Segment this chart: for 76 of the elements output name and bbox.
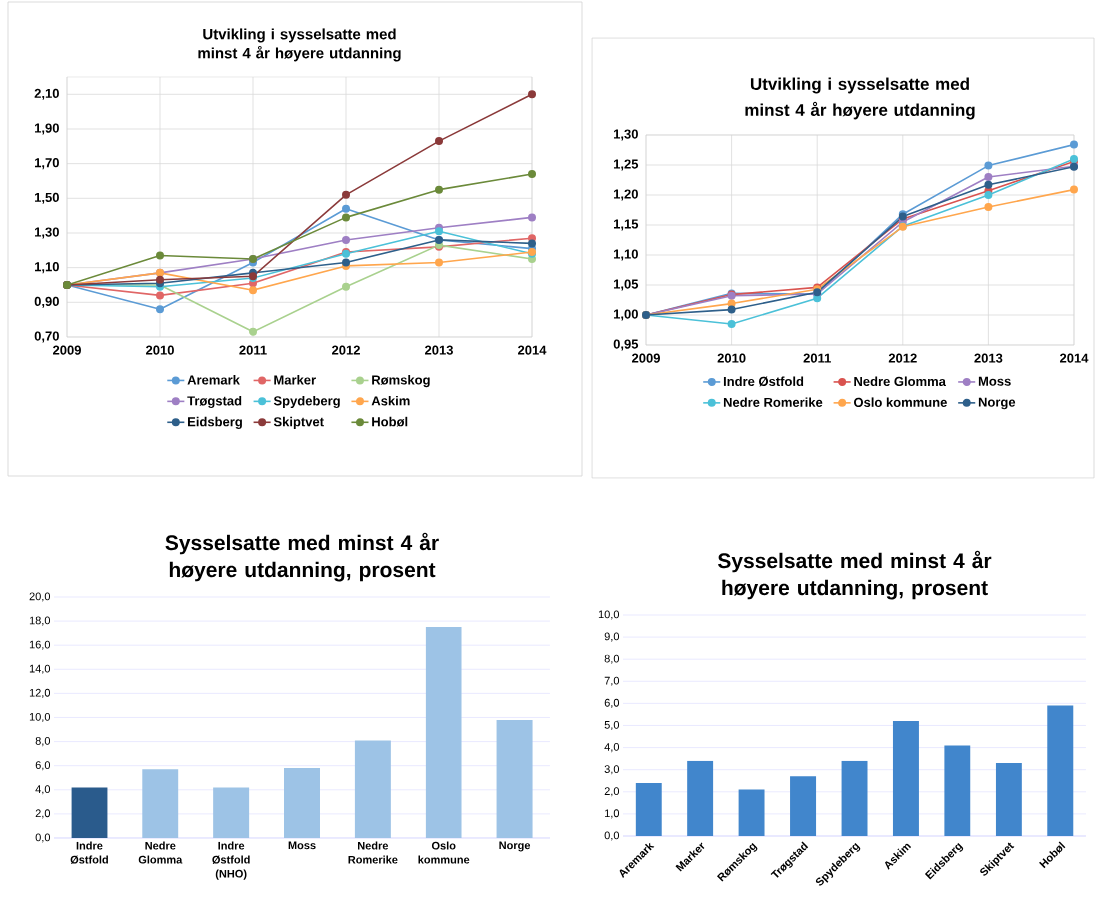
y-tick-label: 1,20 bbox=[613, 189, 638, 201]
legend-label: Skiptvet bbox=[273, 416, 324, 429]
x-tick-label: 2012 bbox=[332, 345, 360, 355]
y-tick-label: 14,0 bbox=[29, 664, 51, 674]
legend-label: Oslo kommune bbox=[853, 397, 947, 407]
y-tick-label: 1,05 bbox=[613, 279, 639, 291]
y-tick-label: 6,0 bbox=[35, 761, 51, 771]
x-tick-label: Moss bbox=[288, 841, 316, 850]
y-tick-label: 10,0 bbox=[598, 610, 620, 620]
y-tick-label: 4,0 bbox=[604, 743, 620, 753]
legend-label: Norge bbox=[978, 397, 1016, 410]
x-tick-label: 2011 bbox=[803, 353, 831, 363]
y-tick-label: 1,0 bbox=[605, 809, 620, 819]
y-tick-label: 0,90 bbox=[34, 296, 59, 308]
y-tick-label: 6,0 bbox=[604, 698, 620, 708]
y-tick-label: 0,0 bbox=[35, 833, 51, 843]
legend-label: Moss bbox=[978, 376, 1011, 386]
legend-label: Aremark bbox=[187, 374, 240, 385]
y-tick-label: 1,15 bbox=[613, 219, 639, 231]
chart-title: Utvikling i sysselsatte med minst 4 år høyere utdanning bbox=[745, 77, 975, 120]
y-tick-label: 1,10 bbox=[34, 262, 59, 274]
y-tick-label: 8,0 bbox=[604, 654, 620, 664]
legend-label: Rømskog bbox=[372, 374, 430, 388]
x-tick-label: Norge bbox=[499, 841, 531, 852]
x-tick-label: 2014 bbox=[1059, 353, 1089, 363]
chart-title: Sysselsatte med minst 4 år høyere utdanning, prosent bbox=[165, 532, 439, 582]
legend-label: Eidsberg bbox=[188, 416, 242, 430]
y-tick-label: 1,50 bbox=[34, 192, 59, 204]
x-tick-label: 2009 bbox=[53, 345, 81, 355]
legend-label: Hobøl bbox=[372, 416, 408, 427]
y-tick-label: 1,25 bbox=[613, 159, 639, 171]
y-tick-label: 1,10 bbox=[613, 249, 638, 261]
y-tick-label: 0,95 bbox=[613, 339, 639, 351]
x-tick-label: Indre Østfold (NHO) bbox=[212, 841, 250, 880]
y-tick-label: 16,0 bbox=[29, 640, 51, 650]
y-tick-label: 7,0 bbox=[604, 676, 620, 686]
y-tick-label: 4,0 bbox=[35, 785, 51, 795]
y-tick-label: 3,0 bbox=[604, 765, 620, 775]
legend-label: Nedre Romerike bbox=[723, 397, 823, 407]
chart-title: Utvikling i sysselsatte med minst 4 år høyere utdanning bbox=[198, 28, 401, 62]
chart-title: Sysselsatte med minst 4 år høyere utdanning, prosent bbox=[717, 550, 992, 600]
x-tick-label: 2012 bbox=[888, 353, 917, 363]
y-tick-label: 1,00 bbox=[613, 309, 638, 321]
x-tick-label: Nedre Glomma bbox=[138, 841, 183, 864]
legend-label: Indre Østfold bbox=[723, 376, 804, 387]
y-tick-label: 2,0 bbox=[35, 809, 51, 819]
x-tick-label: 2013 bbox=[974, 353, 1003, 363]
x-tick-label: Oslo kommune bbox=[418, 841, 470, 864]
y-tick-label: 2,0 bbox=[604, 787, 620, 797]
legend-label: Nedre Glomma bbox=[854, 376, 946, 387]
y-tick-label: 1,30 bbox=[613, 129, 638, 141]
y-tick-label: 8,0 bbox=[35, 737, 51, 747]
y-tick-label: 1,30 bbox=[34, 227, 59, 239]
x-tick-label: Indre Østfold bbox=[70, 841, 108, 864]
y-tick-label: 10,0 bbox=[29, 712, 51, 723]
x-tick-label: 2010 bbox=[717, 353, 746, 363]
y-tick-label: 20,0 bbox=[29, 592, 51, 602]
y-tick-label: 2,10 bbox=[34, 88, 59, 100]
x-tick-label: 2013 bbox=[425, 345, 453, 355]
y-tick-label: 9,0 bbox=[604, 632, 620, 642]
legend-label: Marker bbox=[274, 374, 316, 385]
y-tick-label: 5,0 bbox=[604, 720, 620, 731]
y-tick-label: 18,0 bbox=[29, 616, 51, 626]
x-tick-label: 2014 bbox=[518, 345, 547, 355]
y-tick-label: 0,70 bbox=[34, 331, 59, 343]
y-tick-label: 1,90 bbox=[34, 123, 59, 135]
legend-label: Askim bbox=[371, 395, 410, 406]
x-tick-label: 2011 bbox=[239, 345, 267, 355]
y-tick-label: 12,0 bbox=[29, 688, 51, 698]
x-tick-label: 2009 bbox=[632, 353, 660, 363]
legend-label: Spydeberg bbox=[273, 395, 340, 409]
x-tick-label: 2010 bbox=[146, 345, 174, 355]
legend-label: Trøgstad bbox=[187, 395, 242, 409]
y-tick-label: 1,70 bbox=[34, 158, 59, 170]
y-tick-label: 0,0 bbox=[604, 831, 620, 841]
x-tick-label: Nedre Romerike bbox=[348, 841, 398, 864]
